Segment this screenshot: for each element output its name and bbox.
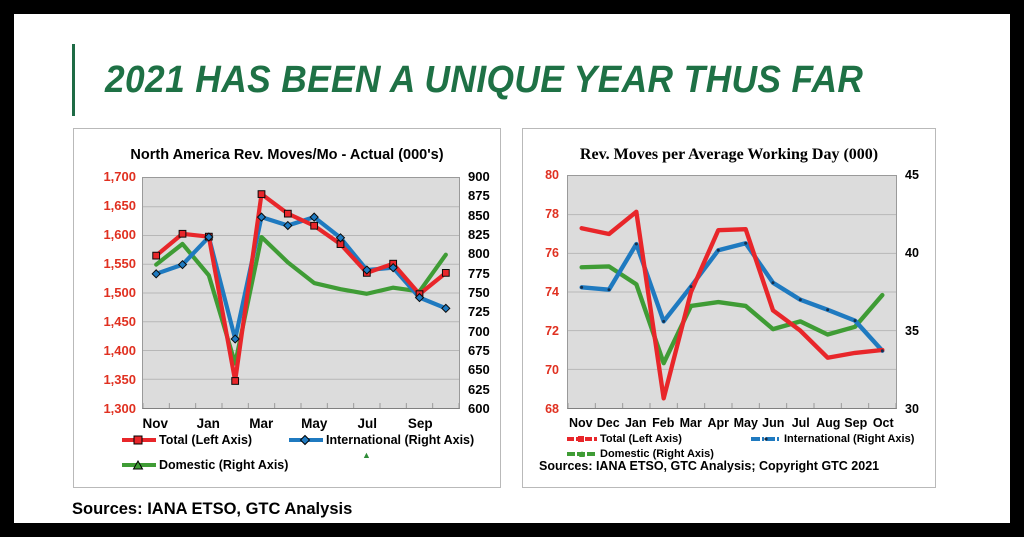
x-axis-ticks (143, 403, 459, 408)
slide-source-note: Sources: IANA ETSO, GTC Analysis (72, 500, 353, 518)
right-chart-y2-tick: 40 (905, 246, 919, 260)
right-chart-y-tick: 70 (545, 363, 559, 377)
right-chart-y-tick: 74 (545, 285, 559, 299)
right-chart-y-tick: 80 (545, 168, 559, 182)
chart-panel-left: North America Rev. Moves/Mo - Actual (00… (73, 128, 501, 488)
legend-label-international: International (Right Axis) (784, 433, 915, 445)
series-domestic (154, 234, 448, 366)
left-chart-y2-tick: 775 (468, 265, 490, 281)
left-chart-y-tick: 1,500 (103, 285, 136, 300)
series-international (579, 241, 885, 353)
left-chart-y2-tick: 875 (468, 188, 490, 204)
left-chart-y2-tick: 675 (468, 343, 490, 358)
left-chart-x-tick: Nov (142, 416, 168, 431)
right-chart-x-tick: Nov (568, 416, 593, 430)
right-chart-x-tick: Apr (707, 416, 730, 430)
legend-swatch-total-icon (567, 434, 597, 444)
markers-international (580, 241, 884, 353)
slide-title-block: 2021 HAS BEEN A UNIQUE YEAR THUS FAR (72, 44, 920, 116)
legend-item-international-left[interactable]: International (Right Axis) (289, 433, 474, 447)
left-chart-y-tick: 1,300 (103, 401, 136, 416)
left-chart-y-tick: 1,650 (103, 198, 136, 213)
left-chart-plot-area (142, 177, 460, 409)
right-chart-x-tick: May (733, 416, 758, 430)
page-title: 2021 HAS BEEN A UNIQUE YEAR THUS FAR (105, 58, 864, 101)
right-chart-y2-tick: 30 (905, 402, 919, 416)
legend-item-domestic-left[interactable]: Domestic (Right Axis) (122, 458, 288, 472)
legend-label-total: Total (Left Axis) (159, 433, 253, 447)
right-chart-y2-tick: 35 (905, 324, 919, 338)
legend-item-total-left[interactable]: Total (Left Axis) (122, 433, 252, 447)
left-chart-y-tick: 1,450 (103, 314, 136, 329)
right-chart-source-note: Sources: IANA ETSO, GTC Analysis; Copyri… (539, 459, 880, 473)
left-chart-y-tick: 1,550 (103, 256, 136, 271)
legend-label-international: International (Right Axis) (326, 433, 475, 447)
markers-international (151, 212, 451, 344)
right-chart-y-tick: 72 (545, 324, 559, 338)
stray-triangle-marker-icon: ▲ (362, 450, 371, 460)
left-chart-y2-tick: 725 (468, 304, 490, 320)
legend-swatch-domestic-icon (567, 449, 597, 459)
gridlines (568, 214, 896, 370)
right-chart-y2-tick: 45 (905, 168, 919, 182)
right-chart-x-tick: Oct (872, 416, 894, 430)
right-chart-y-tick: 78 (545, 207, 559, 221)
left-chart-y-tick: 1,400 (103, 343, 136, 358)
chart-panel-right: Rev. Moves per Average Working Day (000)… (522, 128, 936, 488)
left-chart-y-tick: 1,700 (103, 169, 136, 184)
right-chart-plot-area (567, 175, 897, 409)
title-accent-rule (72, 44, 75, 116)
left-chart-y-tick: 1,600 (103, 227, 136, 242)
legend-swatch-international-icon (751, 434, 781, 444)
right-chart-y-tick: 68 (545, 402, 559, 416)
slide-canvas: 2021 HAS BEEN A UNIQUE YEAR THUS FAR Nor… (14, 14, 1010, 523)
left-chart-y-tick: 1,350 (103, 372, 136, 387)
right-chart-x-tick: Sep (844, 416, 868, 430)
left-chart-y2-tick: 800 (468, 246, 490, 262)
left-chart-x-tick: May (301, 416, 328, 431)
series-total (579, 209, 885, 401)
legend-swatch-total-icon (122, 434, 156, 446)
left-chart-y2-tick: 850 (468, 207, 490, 223)
x-axis-ticks (568, 403, 896, 408)
right-chart-x-tick: Dec (596, 416, 620, 430)
right-chart-y-tick: 76 (545, 246, 559, 260)
left-chart-y2-tick: 900 (468, 169, 490, 184)
series-domestic (579, 264, 885, 366)
legend-label-domestic: Domestic (Right Axis) (159, 458, 289, 472)
legend-swatch-international-icon (289, 434, 323, 446)
chart-title-left: North America Rev. Moves/Mo - Actual (00… (130, 147, 444, 163)
gridlines (143, 206, 459, 380)
left-chart-x-tick: Sep (407, 416, 433, 431)
right-chart-x-tick: Jul (791, 416, 810, 430)
legend-item-domestic-right[interactable]: Domestic (Right Axis) (567, 448, 714, 460)
legend-item-international-right[interactable]: International (Right Axis) (751, 433, 914, 445)
right-chart-x-tick: Feb (652, 416, 675, 430)
left-chart-y2-tick: 625 (468, 381, 490, 397)
right-chart-x-tick: Aug (816, 416, 841, 430)
right-chart-x-tick: Mar (679, 416, 702, 430)
left-chart-y2-tick: 700 (468, 323, 490, 339)
right-chart-x-tick: Jan (624, 416, 647, 430)
chart-title-right: Rev. Moves per Average Working Day (000) (579, 146, 879, 163)
right-chart-x-tick: Jun (762, 416, 785, 430)
left-chart-y2-tick: 650 (468, 362, 490, 378)
left-chart-svg (143, 190, 459, 408)
left-chart-x-tick: Jul (357, 416, 377, 431)
right-chart-svg (568, 209, 896, 408)
legend-label-total: Total (Left Axis) (600, 433, 682, 445)
legend-item-total-right[interactable]: Total (Left Axis) (567, 433, 682, 445)
series-total (154, 192, 448, 384)
left-chart-y2-tick: 750 (468, 285, 490, 300)
left-chart-y2-tick: 600 (468, 401, 490, 416)
left-chart-y2-tick: 825 (468, 227, 490, 242)
legend-label-domestic: Domestic (Right Axis) (600, 448, 714, 460)
left-chart-x-tick: Jan (196, 416, 220, 431)
legend-swatch-domestic-icon (122, 459, 156, 471)
left-chart-x-tick: Mar (249, 416, 274, 431)
